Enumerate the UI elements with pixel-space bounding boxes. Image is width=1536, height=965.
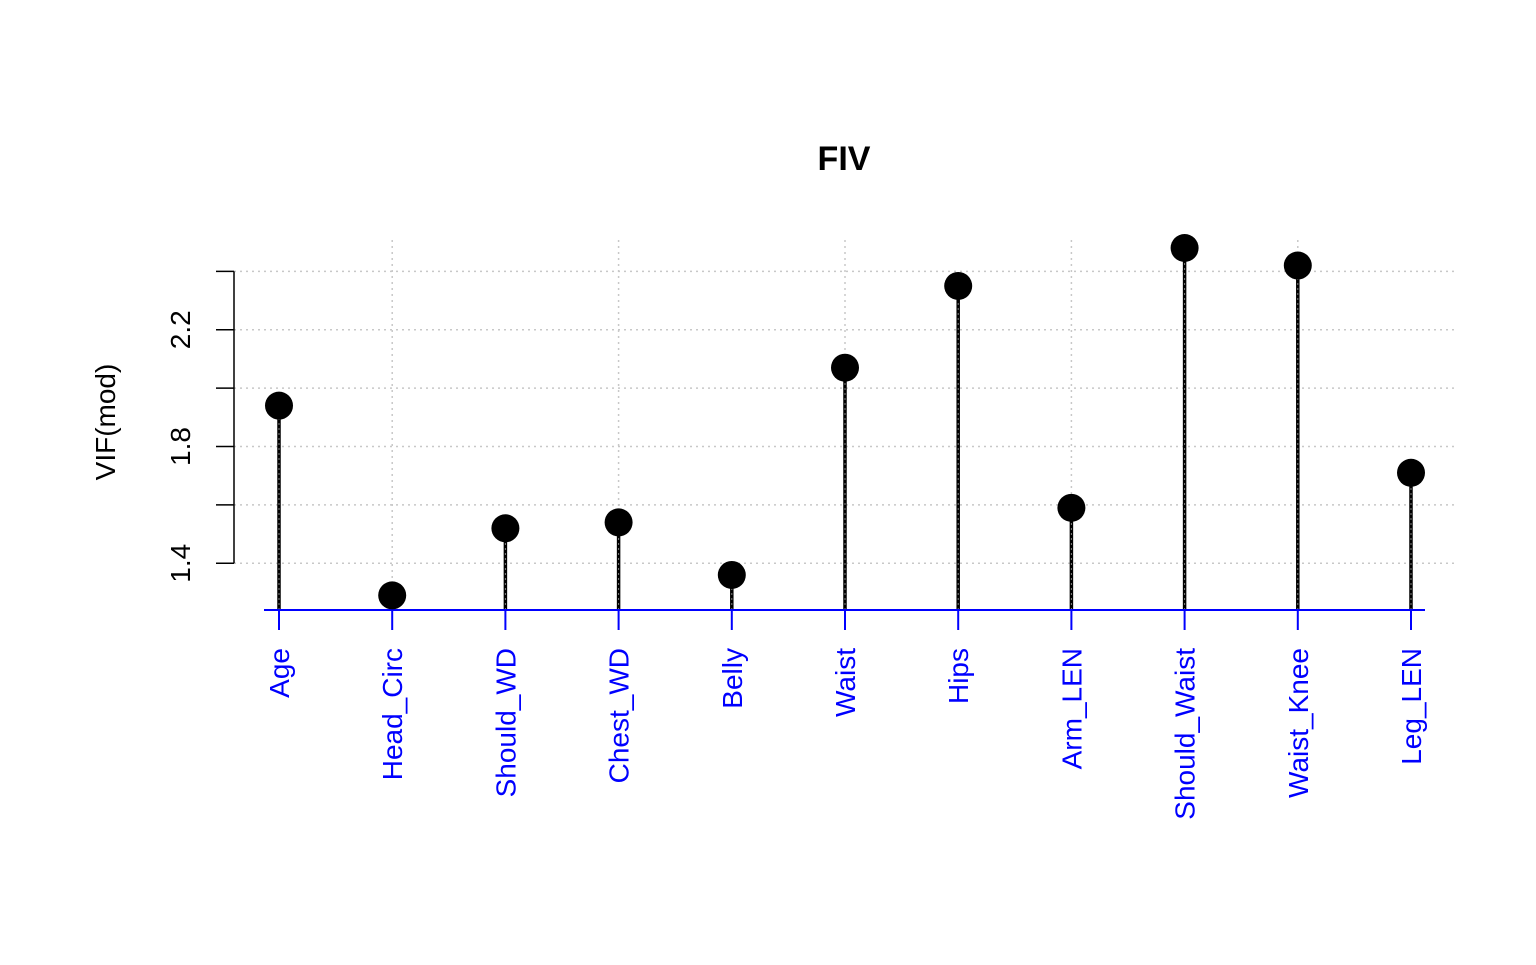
y-tick-label: 1.4: [165, 544, 196, 583]
lollipop-point: [1057, 493, 1086, 522]
lollipop-point: [604, 508, 633, 537]
x-tick-label: Hips: [943, 648, 974, 704]
x-tick-label: Leg_LEN: [1396, 648, 1427, 765]
lollipop-point: [717, 560, 746, 589]
lollipop-point: [265, 391, 293, 420]
lollipop-point: [378, 581, 407, 610]
lollipop-point: [1397, 458, 1425, 487]
x-tick-label: Waist_Knee: [1283, 648, 1314, 798]
y-axis: 1.4 1.8 2.2: [165, 270, 235, 583]
x-tick-label: Should_Waist: [1170, 648, 1201, 820]
lollipop-point: [944, 271, 973, 300]
x-axis: Age Head_Circ Should_WD Chest_WD Belly Waist H…: [264, 609, 1427, 820]
y-axis-title: VIF(mod): [90, 364, 121, 481]
y-tick-label: 2.2: [165, 310, 196, 349]
x-tick-label: Belly: [717, 648, 748, 709]
lollipop-point: [831, 353, 859, 382]
x-tick-label: Arm_LEN: [1056, 648, 1087, 769]
chart-title: FIV: [818, 140, 871, 178]
x-tick-label: Waist: [830, 648, 861, 717]
lollipop-point: [491, 514, 520, 543]
y-tick-label: 1.8: [165, 427, 196, 466]
x-tick-label: Age: [264, 648, 295, 698]
lollipop-point: [1170, 234, 1199, 262]
point-layer: [265, 234, 1425, 610]
stem-layer: [277, 248, 1413, 610]
x-tick-label: Should_WD: [490, 648, 521, 797]
lollipop-point: [1283, 251, 1312, 280]
x-tick-label: Chest_WD: [604, 648, 635, 783]
x-tick-label: Head_Circ: [377, 648, 408, 780]
